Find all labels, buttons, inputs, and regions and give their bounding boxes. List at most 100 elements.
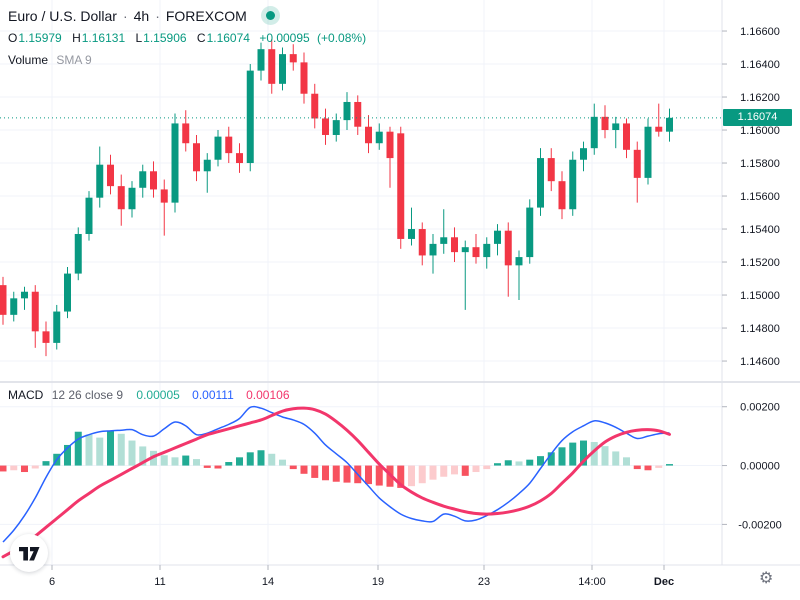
timezone-settings-gear-icon[interactable]: ⚙ [759, 568, 774, 587]
candle [10, 291, 18, 322]
macd-hist-bar [10, 465, 18, 471]
candle [590, 103, 598, 155]
macd-hist-bar [171, 457, 179, 466]
candle [526, 199, 534, 264]
tradingview-logo-icon [19, 547, 40, 561]
candle [644, 118, 652, 185]
candle [311, 83, 319, 129]
axis-label: 1.16200 [740, 92, 780, 104]
candle [558, 171, 566, 220]
candlestick-series [0, 39, 673, 357]
macd-hist-bar [332, 465, 340, 482]
time-axis-label: 14:00 [578, 576, 606, 588]
time-axis[interactable]: 6 11 14 19 23 14:00 Dec [49, 565, 674, 588]
candle [429, 233, 437, 274]
macd-hist-bar [96, 437, 104, 466]
interval-label[interactable]: 4h [133, 7, 150, 24]
candle [365, 115, 372, 154]
macd-hist-bar [160, 455, 168, 466]
candle [418, 222, 426, 266]
axis-label: -0.00200 [738, 519, 781, 531]
candle [483, 237, 491, 269]
macd-hist-bar [526, 459, 534, 466]
time-axis-label: Dec [654, 576, 674, 588]
macd-hist-bar [85, 434, 93, 466]
macd-hist-bar [193, 459, 200, 466]
macd-hist-bar [547, 452, 555, 466]
candle [547, 148, 555, 192]
symbol-name[interactable]: Euro / U.S. Dollar [8, 7, 117, 24]
macd-hist-bar [408, 465, 415, 487]
macd-hist-bar [311, 465, 319, 478]
candle [300, 52, 308, 104]
axis-label: 1.15400 [740, 224, 780, 236]
macd-hist-bar [214, 465, 222, 469]
macd-hist-bar [612, 451, 620, 466]
macd-hist-bar [279, 459, 286, 466]
candle [42, 321, 50, 357]
macd-hist-bar [246, 452, 254, 466]
macd-hist-bar [655, 465, 663, 468]
macd-hist-bar [0, 465, 7, 472]
macd-hist-bar [21, 465, 28, 473]
macd-hist-bar [483, 465, 491, 470]
candle [408, 207, 415, 246]
axis-label: 1.16000 [740, 125, 780, 137]
candle [343, 92, 351, 131]
macd-hist-bar [623, 457, 630, 466]
candle [139, 164, 147, 198]
axis-label: 0.00200 [740, 402, 780, 414]
macd-hist-bar [31, 465, 39, 469]
time-axis-label: 23 [478, 576, 490, 588]
macd-hist-bar [569, 442, 577, 466]
candle [257, 42, 265, 81]
candle [53, 304, 61, 350]
candle [31, 285, 39, 348]
macd-title[interactable]: MACD [8, 388, 44, 402]
tradingview-logo[interactable] [10, 534, 48, 572]
macd-hist-bar [365, 465, 372, 485]
candle [128, 181, 136, 218]
macd-hist-bar [472, 465, 480, 473]
macd-hist-bar [429, 465, 437, 480]
candle [623, 118, 630, 159]
time-axis-label: 19 [372, 576, 384, 588]
price-axis[interactable]: 1.16600 1.16400 1.16200 1.16000 1.15800 1.156… [722, 26, 782, 531]
candle [375, 123, 383, 150]
macd-hist-bar [225, 462, 233, 466]
macd-hist-bar [461, 465, 469, 476]
candle [279, 47, 286, 91]
axis-label: 1.16600 [740, 26, 780, 38]
macd-hist-bar [504, 460, 512, 466]
pane-borders [0, 0, 800, 566]
volume-title[interactable]: Volume [8, 53, 49, 67]
axis-label: 1.15600 [740, 191, 780, 203]
macd-hist-bar [64, 444, 71, 466]
axis-label: 0.00000 [740, 461, 780, 473]
macd-hist-bar [74, 431, 82, 466]
candle [451, 227, 458, 263]
candle [537, 148, 544, 216]
candle [96, 146, 104, 208]
macd-hist-bar [128, 440, 136, 466]
time-axis-label: 6 [49, 576, 55, 588]
macd-hist-bar [203, 465, 211, 468]
macd-hist-bar [644, 465, 652, 471]
candle [633, 141, 641, 203]
candle [0, 276, 7, 325]
candle [246, 64, 254, 172]
candle [289, 44, 297, 71]
candle [107, 154, 114, 195]
macd-hist-bar [666, 464, 673, 466]
macd-hist-bar [537, 456, 544, 466]
macd-hist-bar [633, 465, 641, 470]
candle [160, 179, 168, 236]
candle [354, 95, 362, 135]
macd-hist-bar [107, 430, 114, 466]
macd-hist-bar [117, 433, 125, 466]
candle [580, 141, 587, 172]
candle [21, 286, 28, 310]
axis-label: 1.16400 [740, 59, 780, 71]
